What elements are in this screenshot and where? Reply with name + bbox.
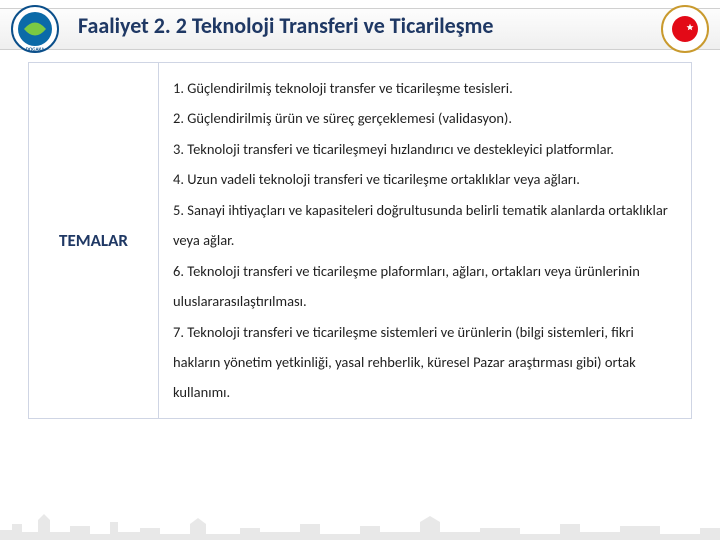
skyline-icon (0, 514, 720, 540)
svg-text:DOGAKA: DOGAKA (26, 47, 45, 53)
list-item: 4. Uzun vadeli teknoloji transferi ve ti… (173, 164, 677, 194)
ministry-logo-icon (660, 4, 710, 54)
items-cell: 1. Güçlendirilmiş teknoloji transfer ve … (159, 63, 691, 418)
list-item: 6. Teknoloji transferi ve ticarileşme pl… (173, 256, 677, 317)
list-item: 2. Güçlendirilmiş ürün ve süreç gerçekle… (173, 103, 677, 133)
list-item: 3. Teknoloji transferi ve ticarileşmeyi … (173, 134, 677, 164)
agency-logo-icon: DOGAKA (10, 4, 60, 54)
list-item: 5. Sanayi ihtiyaçları ve kapasiteleri do… (173, 195, 677, 256)
skyline-decoration (0, 514, 720, 540)
left-label: TEMALAR (59, 230, 128, 251)
left-logo: DOGAKA (10, 4, 60, 54)
content-table: TEMALAR 1. Güçlendirilmiş teknoloji tran… (28, 62, 692, 419)
slide-title: Faaliyet 2. 2 Teknoloji Transferi ve Tic… (78, 12, 493, 39)
left-label-cell: TEMALAR (29, 63, 159, 418)
list-item: 7. Teknoloji transferi ve ticarileşme si… (173, 317, 677, 408)
right-logo (660, 4, 710, 54)
list-item: 1. Güçlendirilmiş teknoloji transfer ve … (173, 73, 677, 103)
slide: DOGAKA Faaliyet 2. 2 Teknoloji Transferi… (0, 0, 720, 540)
